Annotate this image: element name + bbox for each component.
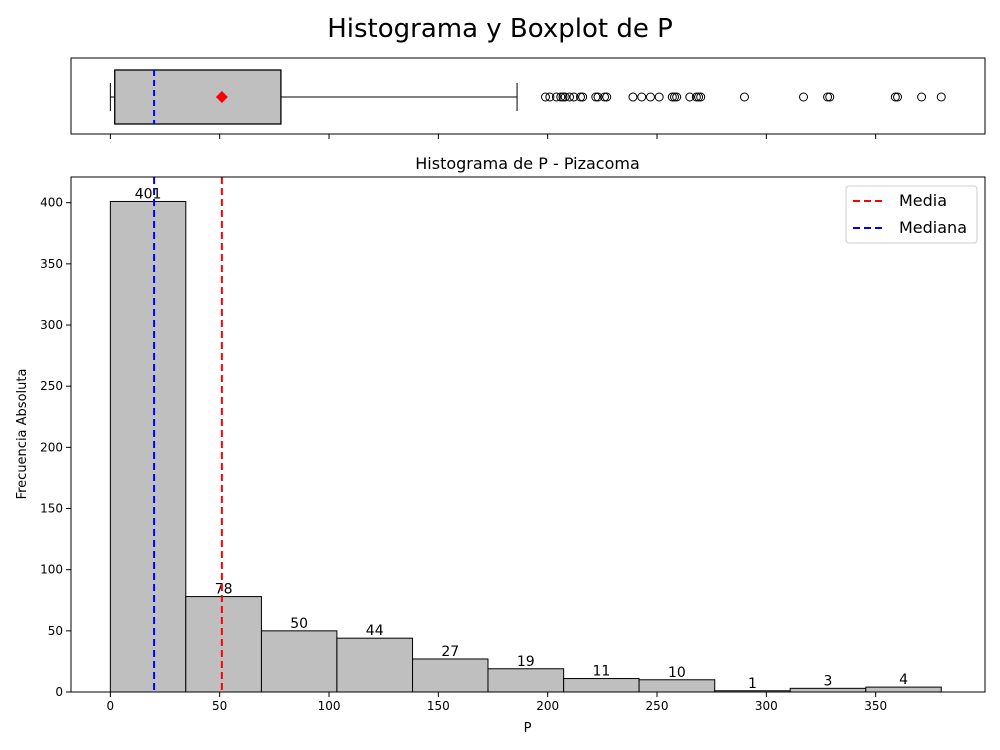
histogram-bar bbox=[185, 596, 262, 693]
histogram-bar bbox=[638, 679, 716, 693]
histogram-bar bbox=[109, 200, 187, 693]
x-tick-label: 50 bbox=[212, 699, 227, 713]
x-tick-label: 250 bbox=[646, 699, 669, 713]
boxplot-outlier-point bbox=[694, 92, 704, 102]
legend-median-label: Mediana bbox=[899, 218, 967, 237]
histogram-bar-count-label: 1 bbox=[748, 676, 757, 692]
y-tick-label: 50 bbox=[48, 624, 63, 638]
histogram-bar-count-label: 3 bbox=[824, 673, 833, 689]
boxplot-outlier-point bbox=[628, 92, 638, 102]
boxplot-outlier-point bbox=[593, 92, 603, 102]
histogram-bar-count-label: 11 bbox=[592, 664, 610, 680]
boxplot-outlier-point bbox=[672, 92, 682, 102]
histogram-bar bbox=[412, 658, 489, 693]
y-tick-label: 0 bbox=[55, 685, 63, 699]
boxplot-outlier-point bbox=[691, 92, 701, 102]
boxplot-outlier-point bbox=[551, 92, 561, 102]
boxplot-outlier-point bbox=[578, 92, 588, 102]
histogram-bar-count-label: 10 bbox=[668, 665, 686, 681]
boxplot-panel bbox=[70, 57, 986, 139]
histogram-bar bbox=[260, 630, 338, 693]
boxplot-outlier-point bbox=[565, 92, 575, 102]
y-tick-label: 100 bbox=[40, 563, 63, 577]
histogram-bar-count-label: 27 bbox=[441, 644, 459, 660]
histogram-bar-count-label: 4 bbox=[899, 672, 908, 688]
y-tick-label: 200 bbox=[40, 440, 63, 454]
boxplot-outlier-point bbox=[696, 92, 706, 102]
y-tick-label: 250 bbox=[40, 379, 63, 393]
histogram-axes-frame bbox=[70, 176, 986, 693]
boxplot-outlier-point bbox=[685, 92, 695, 102]
y-axis-label: Frecuencia Absoluta bbox=[15, 369, 30, 500]
x-tick-label: 350 bbox=[864, 699, 887, 713]
histogram-bar-count-label: 19 bbox=[517, 654, 535, 670]
boxplot-outlier-point bbox=[558, 92, 568, 102]
histogram-bar-count-label: 44 bbox=[366, 623, 384, 639]
histogram-bar-count-label: 78 bbox=[215, 582, 233, 598]
boxplot-outlier-point bbox=[545, 92, 555, 102]
histogram-bar-count-label: 401 bbox=[135, 186, 162, 202]
histogram-bar bbox=[336, 637, 414, 693]
boxplot-outlier-point bbox=[637, 92, 647, 102]
boxplot-outlier-point bbox=[569, 92, 579, 102]
histogram-bar bbox=[563, 678, 640, 693]
x-tick-label: 200 bbox=[536, 699, 559, 713]
boxplot-box bbox=[114, 69, 282, 125]
boxplot-outlier-point bbox=[799, 92, 809, 102]
boxplot-outlier-point bbox=[654, 92, 664, 102]
boxplot-outlier-point bbox=[823, 92, 833, 102]
boxplot-outlier-point bbox=[825, 92, 835, 102]
y-tick-label: 350 bbox=[40, 257, 63, 271]
x-tick-label: 0 bbox=[107, 699, 115, 713]
boxplot-outlier-point bbox=[556, 92, 566, 102]
legend: Media Mediana bbox=[845, 185, 978, 244]
figure-title: Histograma y Boxplot de P bbox=[327, 14, 673, 44]
boxplot-outlier-point bbox=[890, 92, 900, 102]
y-tick-label: 300 bbox=[40, 318, 63, 332]
boxplot-outlier-point bbox=[936, 92, 946, 102]
boxplot-outlier-point bbox=[602, 92, 612, 102]
x-tick-label: 150 bbox=[427, 699, 450, 713]
histogram-bar-count-label: 50 bbox=[290, 616, 308, 632]
boxplot-outlier-point bbox=[893, 92, 903, 102]
boxplot-outlier-point bbox=[540, 92, 550, 102]
x-axis-label: P bbox=[524, 721, 532, 736]
boxplot-outlier-point bbox=[560, 92, 570, 102]
legend-mean-label: Media bbox=[899, 191, 947, 210]
boxplot-mean-marker bbox=[215, 91, 228, 103]
boxplot-outlier-point bbox=[667, 92, 677, 102]
histogram-title: Histograma de P - Pizacoma bbox=[415, 154, 640, 173]
boxplot-outlier-point bbox=[917, 92, 927, 102]
boxplot-outlier-point bbox=[575, 92, 585, 102]
boxplot-outlier-point bbox=[670, 92, 680, 102]
x-tick-label: 300 bbox=[755, 699, 778, 713]
boxplot-outlier-point bbox=[645, 92, 655, 102]
boxplot-axes-frame bbox=[70, 57, 986, 135]
histogram-bar bbox=[487, 668, 565, 693]
x-tick-label: 100 bbox=[318, 699, 341, 713]
y-tick-label: 150 bbox=[40, 502, 63, 516]
boxplot-outlier-point bbox=[591, 92, 601, 102]
histogram-panel: 401 78 50 44 27 19 11 10 1 3 4 0 50 100 150 200 250 300 35… bbox=[40, 176, 986, 713]
y-tick-label: 400 bbox=[40, 196, 63, 210]
boxplot-outlier-point bbox=[600, 92, 610, 102]
boxplot-outlier-point bbox=[739, 92, 749, 102]
